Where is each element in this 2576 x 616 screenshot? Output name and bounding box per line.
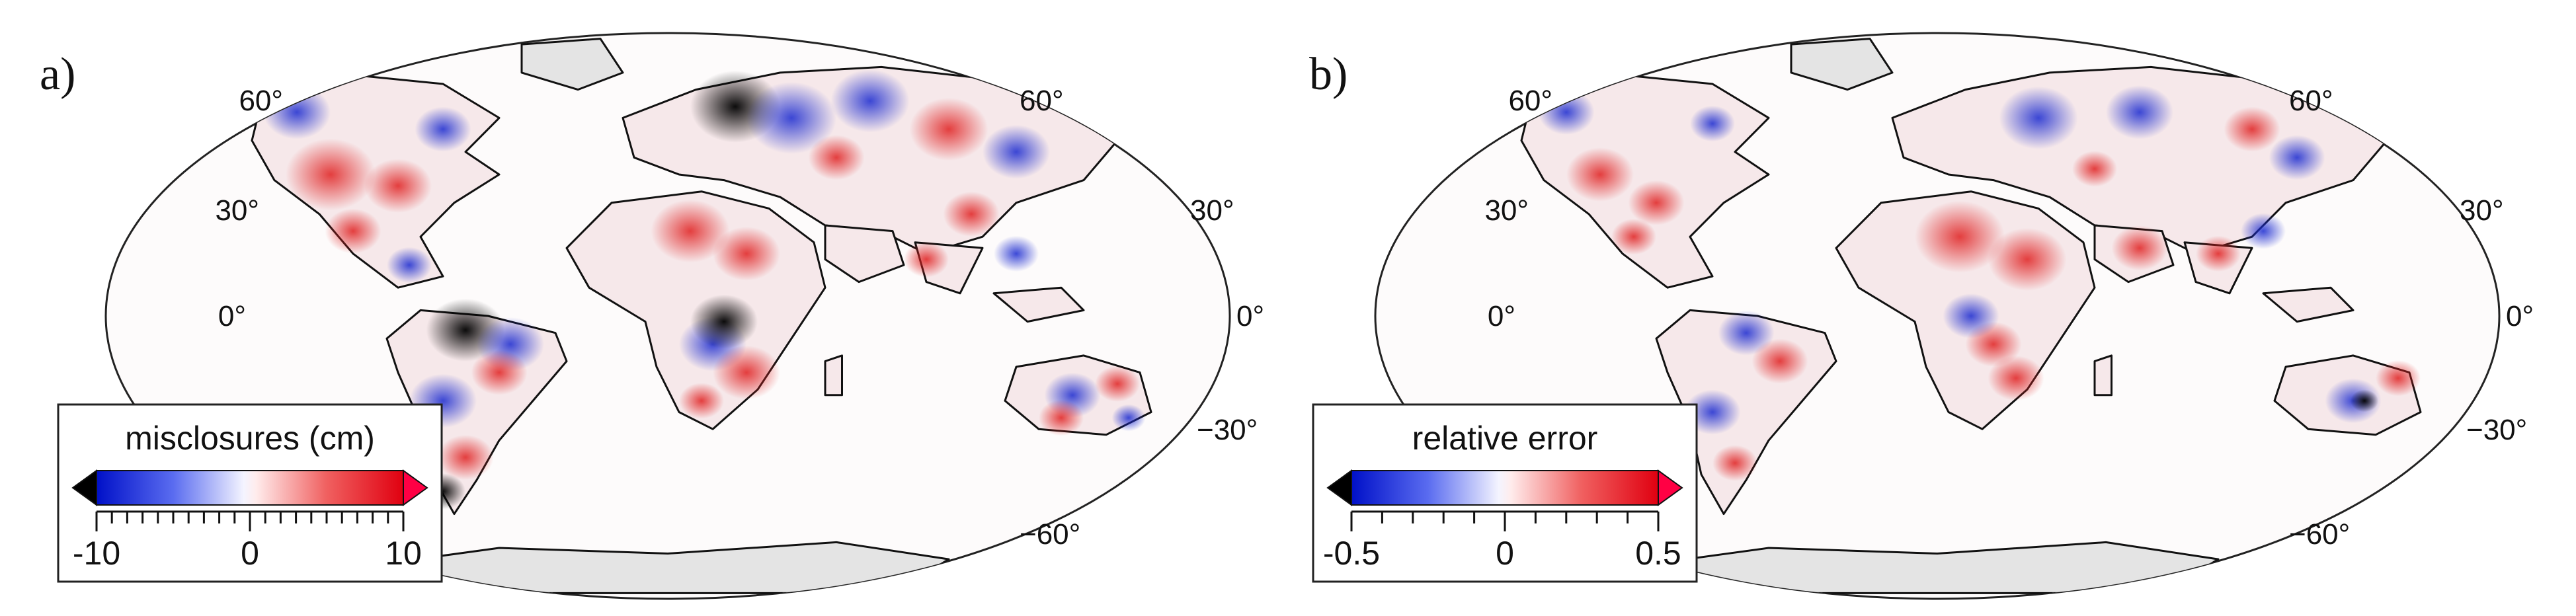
anomaly-blob xyxy=(1718,310,1775,356)
anomaly-blob xyxy=(904,241,949,278)
anomaly-blob xyxy=(2111,225,2168,271)
anomaly-blob xyxy=(1566,147,1634,202)
anomaly-blob xyxy=(943,191,1000,237)
landmass xyxy=(992,286,1085,323)
anomaly-blob xyxy=(387,247,432,284)
colorbar-tick-label: 0 xyxy=(1496,535,1514,572)
colorbar-gradient xyxy=(96,470,404,506)
lat-label-right: 60° xyxy=(2289,85,2333,117)
landmass xyxy=(824,224,905,284)
colorbar-tick-label: 10 xyxy=(385,535,422,572)
anomaly-blob xyxy=(1988,227,2067,291)
anomaly-blob xyxy=(2241,213,2286,249)
anomaly-blob xyxy=(1039,399,1084,436)
lat-label-right: −30° xyxy=(2466,414,2527,446)
panel-b: b) 60° 30° 0° 60° 30° 0° −30° −60° relative err… xyxy=(1309,32,2534,600)
panel-a: a) 60° 30° 0° 60° 30° 0° −30° −60° misclosures … xyxy=(40,32,1264,600)
lat-label-left: 30° xyxy=(1484,194,1529,227)
lat-label-right: 30° xyxy=(2460,194,2504,227)
panel-label: a) xyxy=(40,49,75,100)
anomaly-blob xyxy=(808,135,865,180)
anomaly-blob xyxy=(2376,360,2421,397)
lat-label-right: 30° xyxy=(1190,194,1234,227)
anomaly-blob xyxy=(994,235,1039,272)
lat-label-left: 30° xyxy=(215,194,259,227)
colorbar-tick-label: 0 xyxy=(241,535,259,572)
lat-label-right: −60° xyxy=(1020,518,1080,551)
latitude-labels: 60° 30° 0° 60° 30° 0° −30° −60° xyxy=(215,85,1264,551)
anomaly-blob xyxy=(1690,105,1735,142)
anomaly-blob xyxy=(1943,293,1999,338)
anomaly-blob xyxy=(437,435,494,480)
anomaly-blob xyxy=(679,383,724,419)
anomaly-blob xyxy=(1684,389,1741,435)
lat-label-left: 60° xyxy=(239,85,283,117)
anomaly-blob xyxy=(2224,106,2280,152)
anomaly-blob xyxy=(909,97,988,161)
anomaly-blob xyxy=(471,350,528,395)
land-layer xyxy=(1520,38,2422,594)
anomaly-blob xyxy=(364,159,432,213)
anomaly-blob xyxy=(1611,218,1656,255)
landmass xyxy=(824,354,843,397)
landmass xyxy=(2262,286,2355,323)
anomaly-blob xyxy=(1999,86,2078,149)
lat-label-right: 0° xyxy=(2506,300,2534,332)
anomaly-blob xyxy=(713,345,780,400)
anomaly-blob xyxy=(2196,235,2241,272)
anomaly-blob xyxy=(415,106,471,152)
anomaly-blob xyxy=(2350,389,2379,412)
landmass xyxy=(1790,38,1894,91)
anomaly-blob xyxy=(1988,356,2044,401)
anomaly-blob xyxy=(713,227,780,281)
anomaly-blob xyxy=(1111,404,1146,432)
anomaly-blob xyxy=(2106,85,2173,139)
anomaly-blob xyxy=(651,200,730,263)
anomaly-blob xyxy=(830,69,910,133)
colorbar-tick-label: 0.5 xyxy=(1635,535,1681,572)
anomaly-blob xyxy=(2269,135,2325,180)
land-layer xyxy=(251,38,1152,594)
anomaly-blob xyxy=(690,294,758,349)
lat-label-right: 0° xyxy=(1236,300,1264,332)
latitude-labels: 60° 30° 0° 60° 30° 0° −30° −60° xyxy=(1484,85,2534,551)
anomaly-blob xyxy=(325,208,382,254)
colorbar-title: misclosures (cm) xyxy=(125,420,375,457)
colorbar-tick-label: -10 xyxy=(73,535,120,572)
colorbar-title: relative error xyxy=(1412,420,1598,457)
anomaly-blob xyxy=(2072,151,2117,187)
lat-label-right: −60° xyxy=(2289,518,2350,551)
lat-label-left: 0° xyxy=(218,300,246,332)
colorbar-tick-label: -0.5 xyxy=(1323,535,1380,572)
anomaly-field xyxy=(1538,85,2421,481)
lat-label-left: 0° xyxy=(1488,300,1515,332)
anomaly-blob xyxy=(1628,180,1685,225)
anomaly-blob xyxy=(1095,366,1140,402)
colorbar: relative error -0.5 0 0.5 xyxy=(1312,403,1698,583)
anomaly-blob xyxy=(983,124,1050,179)
lat-label-right: 60° xyxy=(1020,85,1064,117)
landmass xyxy=(2093,354,2113,397)
anomaly-blob xyxy=(1712,445,1757,481)
landmass xyxy=(520,38,624,91)
anomaly-blob xyxy=(1915,200,2005,273)
anomaly-blob xyxy=(746,81,836,154)
anomaly-blob xyxy=(286,138,376,211)
lat-label-left: 60° xyxy=(1508,85,1552,117)
anomaly-blob xyxy=(1751,338,1808,384)
colorbar: misclosures (cm) -10 0 10 xyxy=(57,403,443,583)
lat-label-right: −30° xyxy=(1197,414,1258,446)
panel-label: b) xyxy=(1309,49,1348,100)
anomaly-field xyxy=(263,69,1146,510)
colorbar-gradient xyxy=(1351,470,1659,506)
